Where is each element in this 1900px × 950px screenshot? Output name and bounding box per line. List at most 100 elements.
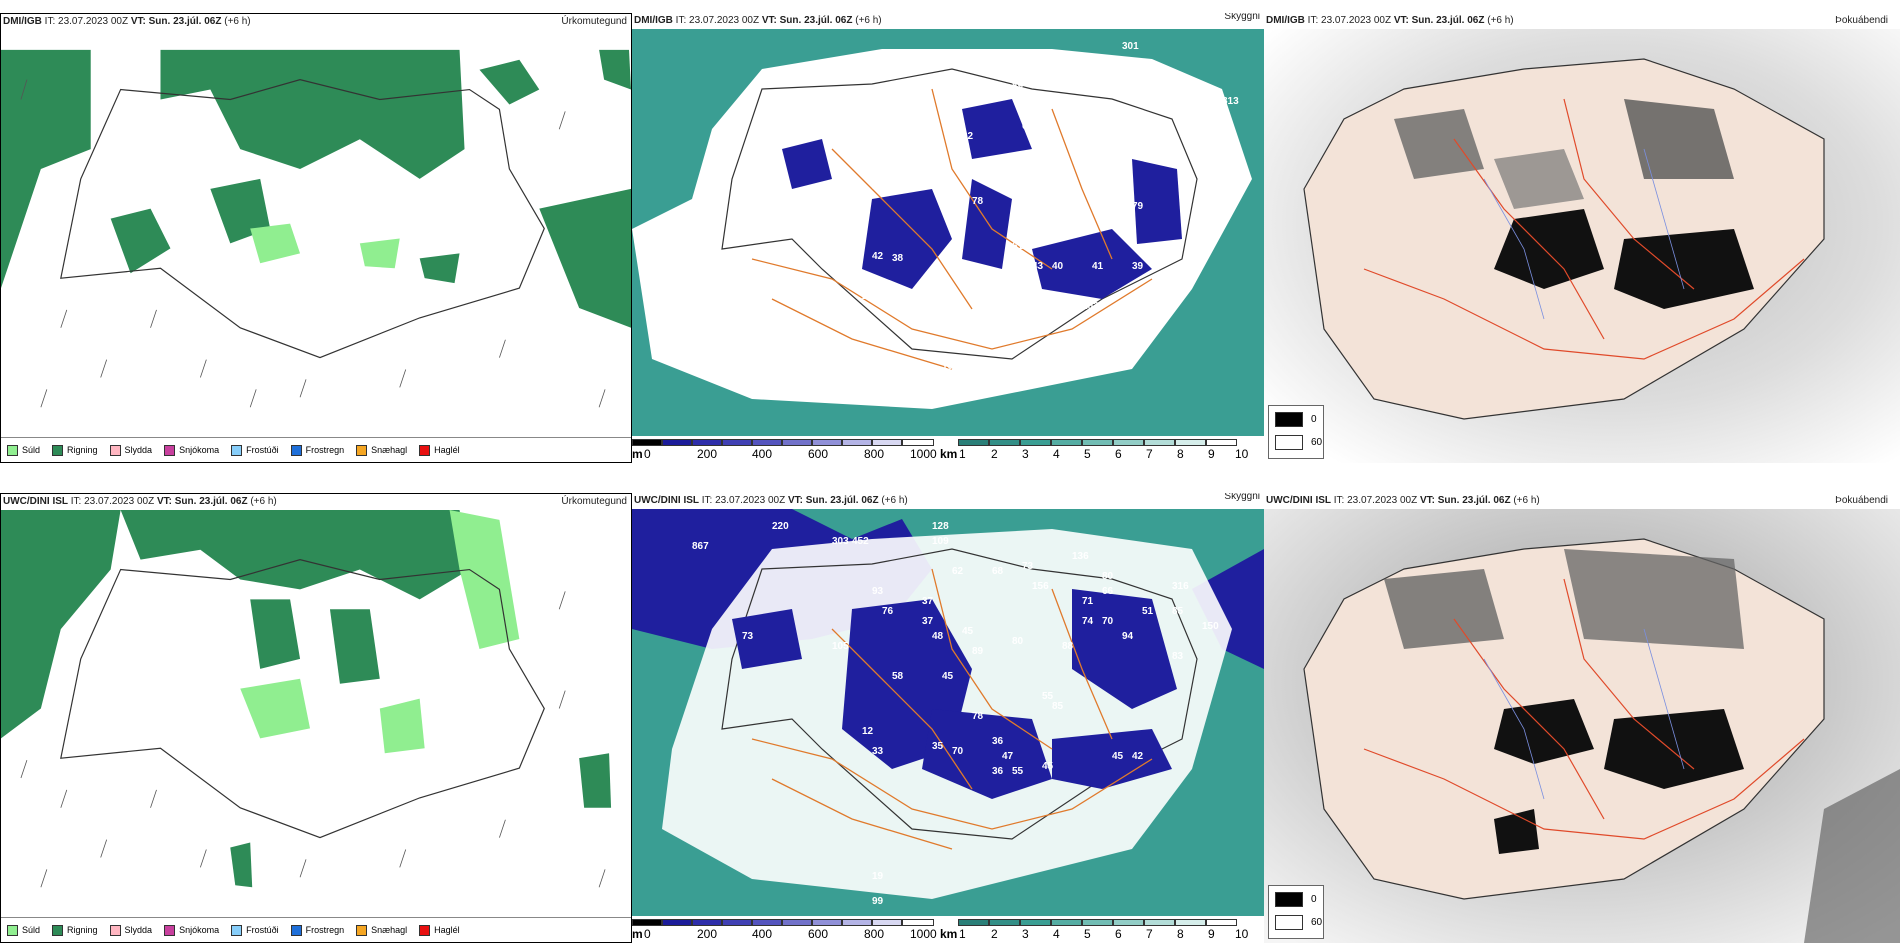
init-time: 23.07.2023 00Z <box>84 496 155 507</box>
colorbar-seg <box>1082 919 1113 926</box>
colorbar-tick: 2 <box>991 927 998 941</box>
colorbar-seg <box>1144 919 1175 926</box>
colorbar-tick: 600 <box>808 447 829 461</box>
visibility-value-label: 76 <box>882 606 894 617</box>
colorbar-seg <box>1113 439 1144 446</box>
visibility-value-label: 42 <box>1132 751 1144 762</box>
panel-title: Þokuábendi <box>1835 15 1888 26</box>
precip-map <box>1 510 631 917</box>
legend-label: Frostúði <box>246 925 279 935</box>
fog-map <box>1264 29 1900 463</box>
visibility-value-label: 45 <box>1042 761 1054 772</box>
fog-legend: 0 60 <box>1268 885 1324 939</box>
panel-title: Þokuábendi <box>1835 495 1888 506</box>
panel-header: DMI/IGB IT: 23.07.2023 00Z VT: Sun. 23.j… <box>632 13 1264 29</box>
visibility-value-label: 867 <box>692 541 709 552</box>
legend-swatch <box>290 924 302 936</box>
init-time: 23.07.2023 00Z <box>1321 15 1392 26</box>
colorbar-tick: 4 <box>1053 447 1060 461</box>
fog-legend-row: 0 <box>1275 412 1317 427</box>
valid-time: Sun. 23.júl. 06Z <box>779 15 853 26</box>
colorbar-tick: 3 <box>1022 447 1029 461</box>
legend-item: Rigning <box>52 924 98 936</box>
panel-title: Úrkomutegund <box>561 16 627 27</box>
valid-label: VT: <box>761 15 777 26</box>
visibility-value-label: 80 <box>972 161 984 172</box>
colorbar-tick: 600 <box>808 927 829 941</box>
colorbar-seg <box>1144 439 1175 446</box>
colorbar-seg <box>958 439 989 446</box>
colorbar-unit: m <box>632 927 643 941</box>
colorbar-tick: 9 <box>1208 927 1215 941</box>
colorbar-seg <box>989 919 1020 926</box>
visibility-value-label: 45 <box>962 626 974 637</box>
fog-map-svg <box>1264 29 1900 463</box>
visibility-value-label: 47 <box>1002 751 1014 762</box>
visibility-value-label: 73 <box>1022 561 1034 572</box>
colorbar-tick: 5 <box>1084 447 1091 461</box>
panel-header: UWC/DINI ISL IT: 23.07.2023 00Z VT: Sun.… <box>632 493 1264 509</box>
visibility-value-label: 43 <box>1152 281 1164 292</box>
init-time: 23.07.2023 00Z <box>58 16 129 27</box>
colorbar-tick: 6 <box>1115 927 1122 941</box>
visibility-value-label: 55 <box>1042 691 1054 702</box>
colorbar-tick: 200 <box>697 927 718 941</box>
visibility-value-label: 51 <box>1142 606 1154 617</box>
visibility-colorbars: m 0 200 400 600 800 1000 km 1 2 3 4 5 6 … <box>632 437 1264 463</box>
panel-title: Skyggni <box>1224 13 1260 22</box>
visibility-value-label: 33 <box>872 746 884 757</box>
visibility-value-label: 83 <box>1172 651 1184 662</box>
colorbar-unit: km <box>940 927 958 941</box>
precip-type-legend: Súld Rigning Slydda Snjókoma Frostúði Fr… <box>1 437 631 462</box>
model-source: DMI/IGB <box>1266 15 1305 26</box>
colorbar-tick: 4 <box>1053 927 1060 941</box>
colorbar-seg <box>842 439 872 446</box>
visibility-value-label: 78 <box>972 711 984 722</box>
visibility-value-label: 180 <box>952 81 969 92</box>
visibility-value-label: 79 <box>1132 201 1144 212</box>
visibility-value-label: 30 <box>782 71 794 82</box>
colorbar-tick: 400 <box>752 447 773 461</box>
visibility-value-label: 39 <box>1132 261 1144 272</box>
visibility-value-label: 303 <box>832 536 849 547</box>
colorbar-tick: 8 <box>1177 447 1184 461</box>
legend-swatch <box>109 924 121 936</box>
precip-panel-top: DMI/IGB IT: 23.07.2023 00Z VT: Sun. 23.j… <box>0 13 632 463</box>
visibility-value-label: 42 <box>872 251 884 262</box>
lead-time: (+6 h) <box>881 495 908 506</box>
visibility-value-label: 61 <box>1012 241 1024 252</box>
colorbar-tick: 10 <box>1235 447 1249 461</box>
visibility-value-label: 94 <box>1122 631 1134 642</box>
visibility-value-label: 105 <box>832 641 849 652</box>
colorbar-seg <box>1020 919 1051 926</box>
visibility-value-label: 45 <box>1112 751 1124 762</box>
colorbar-seg <box>632 919 662 926</box>
panel-header: UWC/DINI ISL IT: 23.07.2023 00Z VT: Sun.… <box>1264 493 1900 509</box>
legend-swatch <box>109 444 121 456</box>
visibility-value-label: 128 <box>932 521 949 532</box>
init-time: 23.07.2023 00Z <box>689 15 760 26</box>
precip-map-svg <box>1 30 631 437</box>
legend-item: Slydda <box>109 444 153 456</box>
init-label: IT: <box>1333 495 1345 506</box>
legend-label: Frostregn <box>305 445 345 455</box>
legend-label: Frostúði <box>246 445 279 455</box>
visibility-value-label: 38 <box>892 253 904 264</box>
legend-item: Haglél <box>419 444 460 456</box>
colorbar-unit: km <box>940 447 958 461</box>
legend-label: Snæhagl <box>371 925 408 935</box>
visibility-value-label: 80 <box>1012 636 1024 647</box>
colorbar-tick: 0 <box>644 447 651 461</box>
visibility-value-label: 28 <box>1132 121 1144 132</box>
fog-panel-top: DMI/IGB IT: 23.07.2023 00Z VT: Sun. 23.j… <box>1264 13 1900 463</box>
fog-panel-bottom: UWC/DINI ISL IT: 23.07.2023 00Z VT: Sun.… <box>1264 493 1900 943</box>
legend-label: Rigning <box>67 925 98 935</box>
legend-label: Slydda <box>124 445 153 455</box>
colorbar-seg <box>812 439 842 446</box>
legend-swatch <box>164 444 176 456</box>
fog-legend-label: 60 <box>1311 437 1323 448</box>
colorbar-seg <box>1051 919 1082 926</box>
legend-swatch <box>356 444 368 456</box>
visibility-value-label: 89 <box>972 646 984 657</box>
